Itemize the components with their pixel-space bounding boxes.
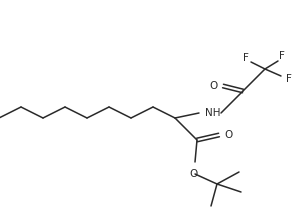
Text: NH: NH [205, 108, 221, 118]
Text: F: F [286, 74, 292, 84]
Text: O: O [190, 169, 198, 179]
Text: O: O [224, 130, 232, 140]
Text: F: F [243, 53, 249, 63]
Text: O: O [210, 81, 218, 91]
Text: F: F [279, 51, 285, 61]
